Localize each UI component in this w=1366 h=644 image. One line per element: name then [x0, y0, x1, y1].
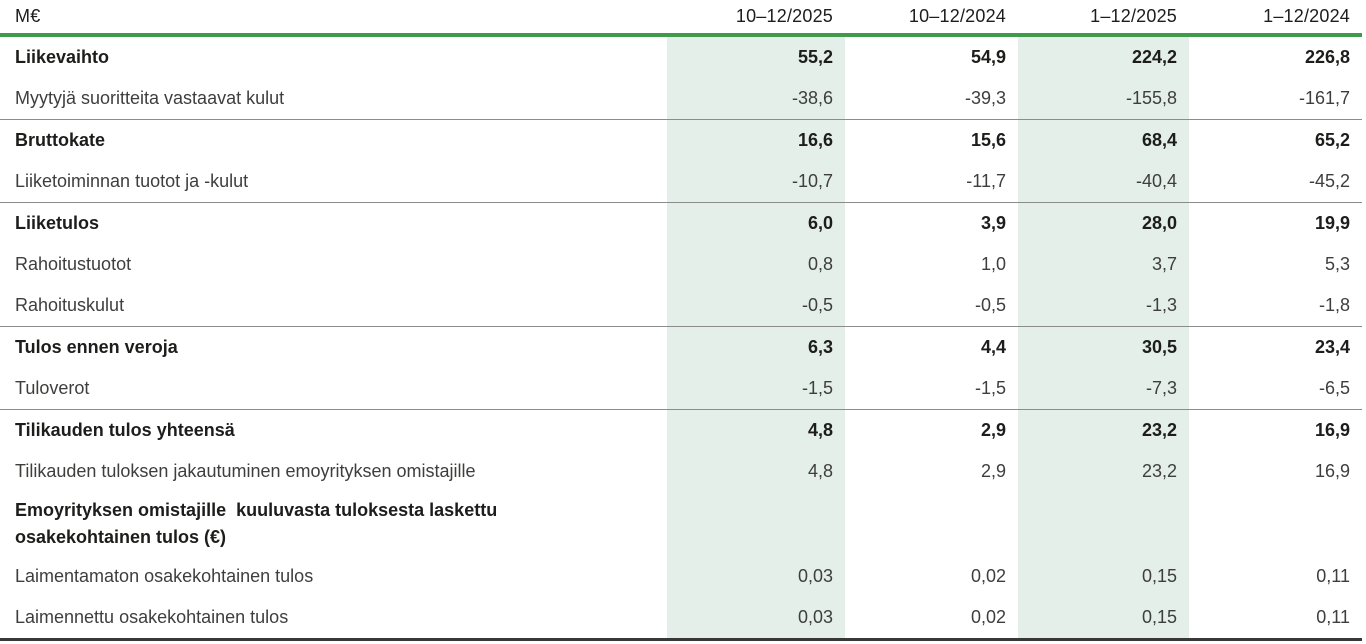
row-label: Liiketoiminnan tuotot ja -kulut [15, 171, 249, 191]
value-cell: 16,6 [667, 120, 845, 161]
row-label: Bruttokate [15, 130, 106, 150]
value-cell: -161,7 [1298, 88, 1350, 108]
value-cell: -1,3 [1018, 285, 1189, 326]
value-cell: 28,0 [1018, 203, 1189, 244]
value-cell [845, 492, 1018, 556]
value-cell: 30,5 [1018, 327, 1189, 368]
value-cell: 19,9 [1314, 213, 1350, 233]
table-row: Liiketoiminnan tuotot ja -kulut -10,7 -1… [0, 161, 1362, 202]
value-cell: -1,5 [974, 378, 1006, 398]
column-header-q4-2025: 10–12/2025 [735, 6, 833, 26]
row-label: Laimentamaton osakekohtainen tulos [15, 566, 314, 586]
table-row: Bruttokate 16,6 15,6 68,4 65,2 [0, 119, 1362, 161]
row-label: Tilikauden tuloksen jakautuminen emoyrit… [15, 461, 476, 481]
value-cell: 68,4 [1018, 120, 1189, 161]
value-cell: 0,11 [1316, 566, 1350, 586]
value-cell: 224,2 [1018, 37, 1189, 78]
value-cell: -7,3 [1018, 368, 1189, 409]
table-header-row: M€ 10–12/2025 10–12/2024 1–12/2025 1–12/… [0, 0, 1362, 37]
value-cell: 0,03 [667, 597, 845, 638]
table-row: Emoyrityksen omistajille kuuluvasta tulo… [0, 492, 1362, 556]
row-label: Tulos ennen veroja [15, 337, 178, 357]
value-cell: 3,7 [1018, 244, 1189, 285]
table-body: Liikevaihto 55,2 54,9 224,2 226,8 Myytyj… [0, 37, 1362, 641]
value-cell: 16,9 [1314, 461, 1350, 481]
value-cell: -1,5 [667, 368, 845, 409]
value-cell: 23,4 [1314, 337, 1350, 357]
value-cell: 4,8 [667, 410, 845, 451]
value-cell: 0,15 [1018, 556, 1189, 597]
value-cell: 0,02 [970, 566, 1006, 586]
value-cell: 4,8 [667, 451, 845, 492]
value-cell [1189, 492, 1362, 556]
value-cell: 23,2 [1018, 451, 1189, 492]
value-cell: -10,7 [667, 161, 845, 202]
value-cell: 2,9 [980, 461, 1006, 481]
table-row: Laimennettu osakekohtainen tulos 0,03 0,… [0, 597, 1362, 638]
value-cell: -38,6 [667, 78, 845, 119]
value-cell: 54,9 [970, 47, 1006, 67]
row-label: Rahoitustuotot [15, 254, 132, 274]
value-cell: 0,11 [1316, 607, 1350, 627]
value-cell: -40,4 [1018, 161, 1189, 202]
row-label: Rahoituskulut [15, 295, 125, 315]
table-row: Liikevaihto 55,2 54,9 224,2 226,8 [0, 37, 1362, 78]
value-cell: 0,8 [667, 244, 845, 285]
column-header-fy-2025: 1–12/2025 [1090, 6, 1177, 26]
value-cell: -39,3 [964, 88, 1006, 108]
table-row: Liiketulos 6,0 3,9 28,0 19,9 [0, 202, 1362, 244]
value-cell: 65,2 [1314, 130, 1350, 150]
table-row: Tilikauden tuloksen jakautuminen emoyrit… [0, 451, 1362, 492]
value-cell: 16,9 [1314, 420, 1350, 440]
table-row: Tuloverot -1,5 -1,5 -7,3 -6,5 [0, 368, 1362, 409]
row-label: Liikevaihto [15, 47, 110, 67]
value-cell [667, 492, 845, 556]
value-cell: 0,15 [1018, 597, 1189, 638]
value-cell: -11,7 [966, 171, 1006, 191]
value-cell: 5,3 [1324, 254, 1350, 274]
value-cell: 15,6 [970, 130, 1006, 150]
value-cell: 3,9 [980, 213, 1006, 233]
table-row: Tulos ennen veroja 6,3 4,4 30,5 23,4 [0, 326, 1362, 368]
value-cell: 55,2 [667, 37, 845, 78]
value-cell: -6,5 [1318, 378, 1350, 398]
value-cell: -1,8 [1318, 295, 1350, 315]
row-label: Liiketulos [15, 213, 100, 233]
value-cell: 23,2 [1018, 410, 1189, 451]
table-row: Rahoituskulut -0,5 -0,5 -1,3 -1,8 [0, 285, 1362, 326]
value-cell: 6,3 [667, 327, 845, 368]
table-row: Laimentamaton osakekohtainen tulos 0,03 … [0, 556, 1362, 597]
column-header-q4-2024: 10–12/2024 [908, 6, 1006, 26]
table-row: Rahoitustuotot 0,8 1,0 3,7 5,3 [0, 244, 1362, 285]
row-label: Laimennettu osakekohtainen tulos [15, 607, 289, 627]
row-label: Emoyrityksen omistajille kuuluvasta tulo… [15, 500, 498, 547]
value-cell: 2,9 [980, 420, 1006, 440]
value-cell: -0,5 [667, 285, 845, 326]
value-cell: 4,4 [980, 337, 1006, 357]
value-cell [1018, 492, 1189, 556]
value-cell: 1,0 [980, 254, 1006, 274]
value-cell: -0,5 [974, 295, 1006, 315]
value-cell: -155,8 [1018, 78, 1189, 119]
value-cell: 0,03 [667, 556, 845, 597]
table-row: Tilikauden tulos yhteensä 4,8 2,9 23,2 1… [0, 409, 1362, 451]
row-label: Myytyjä suoritteita vastaavat kulut [15, 88, 285, 108]
row-label: Tilikauden tulos yhteensä [15, 420, 235, 440]
row-label: Tuloverot [15, 378, 90, 398]
value-cell: 0,02 [970, 607, 1006, 627]
value-cell: 226,8 [1304, 47, 1350, 67]
unit-label: M€ [15, 6, 41, 26]
value-cell: -45,2 [1308, 171, 1350, 191]
table-row: Myytyjä suoritteita vastaavat kulut -38,… [0, 78, 1362, 119]
column-header-fy-2024: 1–12/2024 [1263, 6, 1350, 26]
value-cell: 6,0 [667, 203, 845, 244]
